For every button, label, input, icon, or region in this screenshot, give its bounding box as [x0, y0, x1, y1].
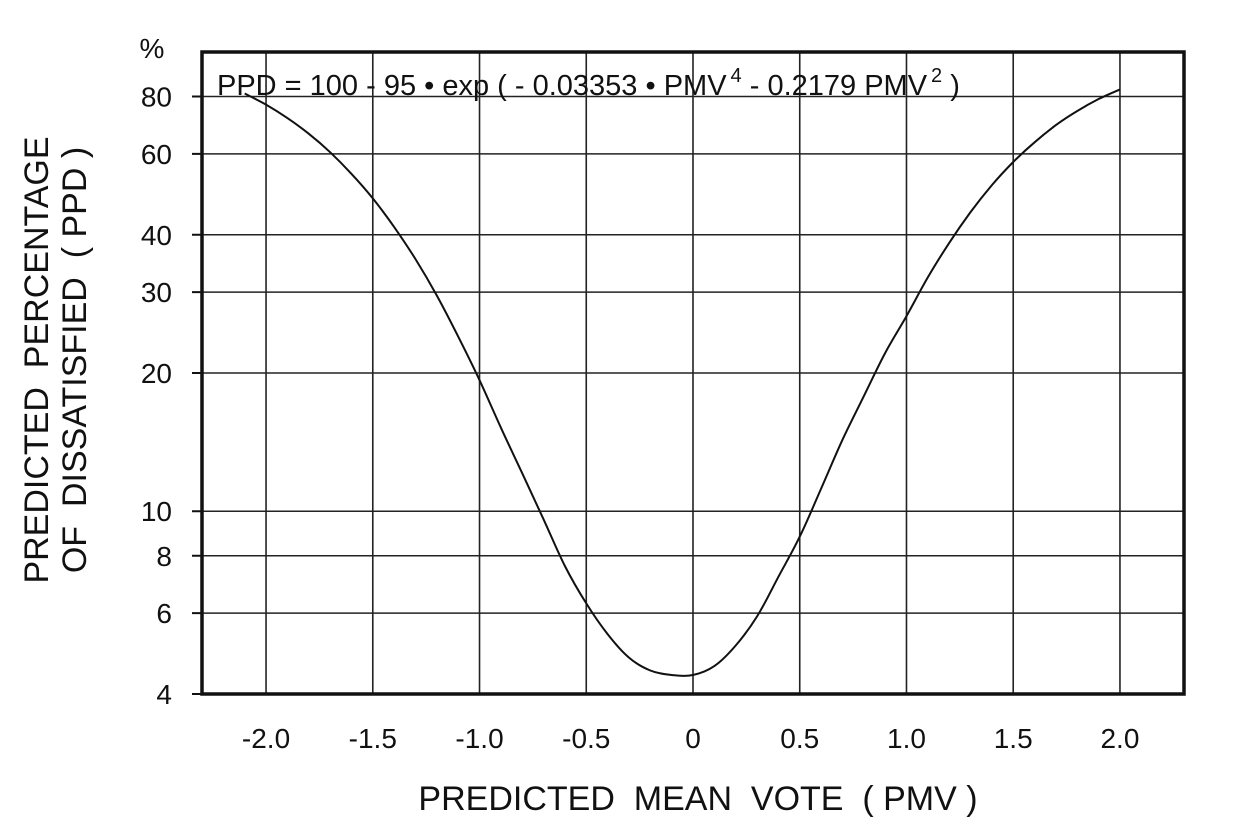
x-tick-label-2: -1.0 — [455, 723, 503, 754]
y-axis-title-line-2: OF DISSATISFIED ( PPD ) — [56, 147, 94, 573]
y-tick-label-2: 8 — [156, 541, 172, 572]
equation-part-1: PPD = 100 - 95 • exp ( - 0.03353 • PMV — [217, 70, 727, 102]
y-tick-label-5: 30 — [141, 277, 172, 308]
y-tick-label-7: 60 — [141, 139, 172, 170]
equation-part-3: ) — [942, 70, 960, 102]
series-layer — [244, 88, 1121, 677]
x-tick-label-0: -2.0 — [242, 723, 290, 754]
y-tick-labels: 4 6 8 10 20 30 40 60 80 — [141, 82, 202, 710]
grid-lines — [202, 52, 1184, 694]
x-tick-label-1: -1.5 — [349, 723, 397, 754]
x-tick-label-7: 1.5 — [994, 723, 1033, 754]
y-unit-label: % — [140, 33, 165, 64]
y-tick-label-3: 10 — [141, 496, 172, 527]
equation-exponent-2: 2 — [931, 65, 942, 87]
x-tick-label-4: 0 — [685, 723, 701, 754]
x-tick-label-8: 2.0 — [1100, 723, 1139, 754]
y-tick-label-0: 4 — [156, 679, 172, 710]
y-axis-title-line-1: PREDICTED PERCENTAGE — [18, 136, 56, 583]
equation-annotation: PPD = 100 - 95 • exp ( - 0.03353 • PMV 4 … — [217, 65, 960, 102]
y-tick-label-6: 40 — [141, 220, 172, 251]
x-tick-labels: -2.0 -1.5 -1.0 -0.5 0 0.5 1.0 1.5 2.0 — [242, 723, 1140, 754]
y-tick-label-4: 20 — [141, 358, 172, 389]
y-tick-label-8: 80 — [141, 82, 172, 113]
x-axis-title: PREDICTED MEAN VOTE ( PMV ) — [418, 780, 977, 818]
x-tick-label-6: 1.0 — [887, 723, 926, 754]
x-tick-label-5: 0.5 — [780, 723, 819, 754]
y-tick-label-1: 6 — [156, 598, 172, 629]
equation-part-2: - 0.2179 PMV — [742, 70, 928, 102]
equation-exponent-1: 4 — [731, 65, 742, 87]
ppd-curve-0 — [244, 88, 1121, 677]
x-tick-label-3: -0.5 — [562, 723, 610, 754]
